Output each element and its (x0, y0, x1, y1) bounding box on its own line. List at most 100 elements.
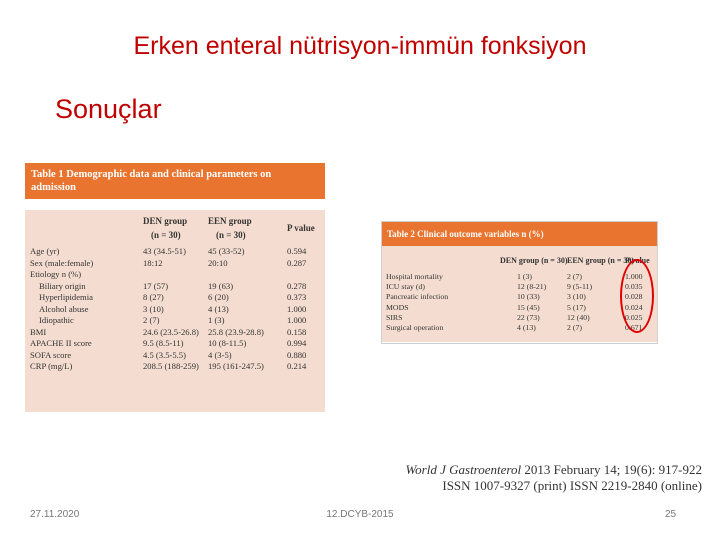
table-1-title-line2: admission (31, 182, 76, 193)
row-label: Etiology n (%) (30, 269, 82, 279)
table-row: MODS 15 (45) 5 (17) 0.024 (382, 303, 657, 313)
table-2-column-header: DEN group (n = 30) EEN group (n = 30) P … (382, 256, 657, 268)
row-een-value: 2 (7) (567, 322, 582, 332)
row-p-value: 0.880 (287, 349, 307, 360)
row-een-value: 10 (8-11.5) (208, 338, 247, 348)
table-row: CRP (mg/L) 208.5 (188-259) 195 (161-247.5)… (25, 361, 325, 373)
row-p-value: 0.278 (287, 280, 307, 291)
table-1-body: DEN group EEN group P value (n = 30) (n … (25, 210, 325, 412)
table-row: Alcohol abuse 3 (10) 4 (13) 1.000 (25, 304, 325, 316)
footer-center: 12.DCYB-2015 (326, 509, 394, 520)
col-p-header: P value (287, 223, 315, 233)
row-label: SOFA score (30, 349, 72, 360)
table-1-column-header: DEN group EEN group P value (n = 30) (n … (25, 216, 325, 244)
row-een-value: 19 (63) (208, 280, 234, 291)
table-row: Sex (male:female) 18:12 20:10 0.287 (25, 258, 325, 270)
footer-page-number: 25 (665, 509, 677, 520)
row-label: ICU stay (d) (386, 282, 425, 292)
table-row: Hyperlipidemia 8 (27) 6 (20) 0.373 (25, 292, 325, 304)
row-den-value: 1 (3) (517, 272, 532, 281)
row-den-value: 12 (8-21) (517, 282, 547, 292)
row-een-value: 12 (40) (567, 312, 590, 322)
row-een-value: 25.8 (23.9-28.8) (208, 326, 264, 337)
col-den-header: DEN group (143, 216, 188, 226)
row-label: APACHE II score (30, 338, 92, 348)
slide-subtitle: Sonuçlar (55, 94, 162, 124)
row-den-value: 43 (34.5-51) (143, 246, 186, 256)
citation-line1: World J Gastroenterol 2013 February 14; … (372, 462, 702, 478)
table-row: Pancreatic infection 10 (33) 3 (10) 0.028 (382, 292, 657, 302)
row-label: Hospital mortality (386, 272, 443, 281)
citation: World J Gastroenterol 2013 February 14; … (372, 462, 702, 494)
table-1-title-line1: Table 1 Demographic data and clinical pa… (31, 169, 272, 180)
row-p-value: 1.000 (287, 303, 307, 314)
citation-date: 2013 February 14; 19(6): 917-922 (521, 462, 702, 477)
table-row: BMI 24.6 (23.5-26.8) 25.8 (23.9-28.8) 0.158 (25, 327, 325, 339)
row-een-value: 45 (33-52) (208, 246, 245, 256)
row-den-value: 208.5 (188-259) (143, 361, 199, 371)
row-p-value: 0.594 (287, 246, 307, 256)
t2-col-een-header: EEN group (n = 30) (567, 256, 635, 265)
row-p-value: 1.000 (287, 315, 307, 325)
table-2: Table 2 Clinical outcome variables n (%)… (381, 221, 658, 344)
row-een-value: 4 (3-5) (208, 349, 232, 360)
row-den-value: 9.5 (8.5-11) (143, 338, 184, 348)
row-een-value: 2 (7) (567, 272, 582, 281)
row-den-value: 2 (7) (143, 315, 160, 325)
row-label: SIRS (386, 312, 403, 322)
row-den-value: 24.6 (23.5-26.8) (143, 326, 199, 337)
citation-journal: World J Gastroenterol (405, 462, 522, 477)
table-row: Age (yr) 43 (34.5-51) 45 (33-52) 0.594 (25, 246, 325, 258)
footer-date: 27.11.2020 (30, 509, 80, 520)
row-label: MODS (386, 302, 409, 312)
col-een-n: (n = 30) (216, 230, 246, 240)
row-den-value: 18:12 (143, 257, 163, 268)
row-den-value: 22 (73) (517, 312, 540, 322)
row-den-value: 4 (13) (517, 322, 536, 332)
table-row: Hospital mortality 1 (3) 2 (7) 1.000 (382, 272, 657, 282)
row-een-value: 3 (10) (567, 292, 586, 302)
row-label: Idiopathic (39, 315, 74, 325)
table-row: SIRS 22 (73) 12 (40) 0.025 (382, 313, 657, 323)
row-den-value: 3 (10) (143, 303, 164, 314)
table-row: APACHE II score 9.5 (8.5-11) 10 (8-11.5) 0.… (25, 338, 325, 350)
row-den-value: 15 (45) (517, 302, 540, 312)
table-row: SOFA score 4.5 (3.5-5.5) 4 (3-5) 0.880 (25, 350, 325, 362)
table-2-rows: Hospital mortality 1 (3) 2 (7) 1.000 ICU sta… (382, 272, 657, 333)
row-label: Pancreatic infection (386, 292, 449, 302)
row-label: Age (yr) (30, 246, 60, 256)
row-p-value: 0.158 (287, 326, 307, 337)
row-een-value: 1 (3) (208, 315, 225, 325)
row-label: BMI (30, 326, 47, 337)
table-2-title: Table 2 Clinical outcome variables n (%) (382, 222, 657, 246)
row-p-value: 0.373 (287, 292, 307, 302)
row-label: CRP (mg/L) (30, 361, 73, 371)
table-row: Etiology n (%) (25, 269, 325, 281)
row-een-value: 4 (13) (208, 303, 229, 314)
table-1: Table 1 Demographic data and clinical pa… (25, 163, 325, 413)
row-p-value: 0.994 (287, 338, 307, 348)
table-row: ICU stay (d) 12 (8-21) 9 (5-11) 0.035 (382, 282, 657, 292)
col-een-header: EEN group (208, 216, 252, 226)
row-label: Surgical operation (386, 322, 444, 332)
row-den-value: 4.5 (3.5-5.5) (143, 349, 186, 360)
highlight-circle (620, 259, 654, 333)
row-een-value: 6 (20) (208, 292, 229, 302)
row-een-value: 20:10 (208, 257, 228, 268)
table-row: Idiopathic 2 (7) 1 (3) 1.000 (25, 315, 325, 327)
row-label: Hyperlipidemia (39, 292, 93, 302)
citation-issn: ISSN 1007-9327 (print) ISSN 2219-2840 (o… (442, 478, 702, 493)
row-label: Biliary origin (39, 280, 86, 291)
row-een-value: 5 (17) (567, 302, 586, 312)
slide-title: Erken enteral nütrisyon-immün fonksiyon (133, 32, 587, 60)
table-1-title: Table 1 Demographic data and clinical pa… (25, 163, 325, 199)
row-den-value: 10 (33) (517, 292, 540, 302)
table-row: Biliary origin 17 (57) 19 (63) 0.278 (25, 281, 325, 293)
row-een-value: 9 (5-11) (567, 282, 593, 292)
t2-col-den-header: DEN group (n = 30) (500, 256, 568, 265)
table-2-body: DEN group (n = 30) EEN group (n = 30) P … (382, 246, 657, 342)
row-een-value: 195 (161-247.5) (208, 361, 264, 371)
row-label: Sex (male:female) (30, 257, 94, 268)
row-label: Alcohol abuse (39, 303, 89, 314)
table-1-rows: Age (yr) 43 (34.5-51) 45 (33-52) 0.594 Sex (… (25, 246, 325, 373)
